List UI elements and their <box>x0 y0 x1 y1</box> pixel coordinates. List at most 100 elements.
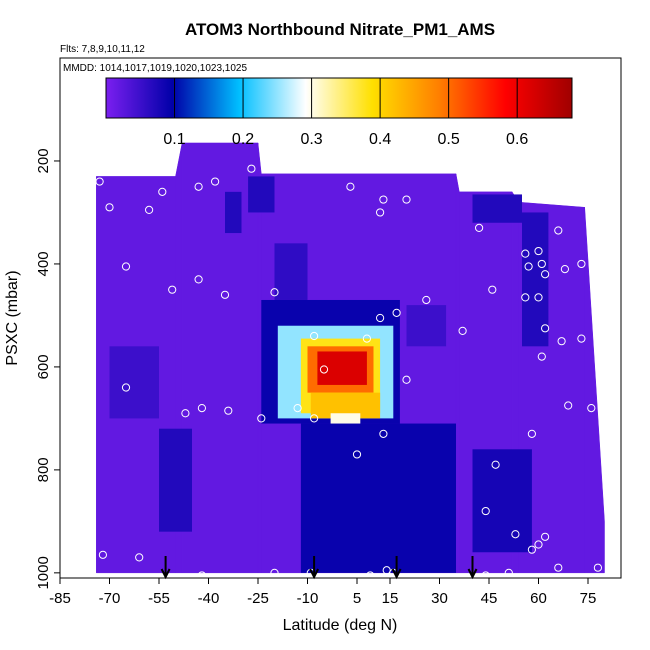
colorbar-tick-label: 0.4 <box>369 131 391 148</box>
sample-point <box>194 182 203 191</box>
sample-point <box>158 187 167 196</box>
colorbar-ticks: 0.1 0.2 0.3 0.4 0.5 0.6 <box>163 78 528 148</box>
sample-point <box>587 403 596 413</box>
sample-point <box>481 571 490 578</box>
sample-point <box>211 573 220 578</box>
y-tick-label: 400 <box>35 251 52 276</box>
sample-point <box>527 429 537 438</box>
colorbar-tick-label: 0.6 <box>506 131 528 148</box>
x-tick-label: -70 <box>99 590 121 607</box>
sample-point <box>521 293 530 302</box>
sample-point <box>220 290 230 299</box>
sample-point <box>98 159 108 168</box>
sample-point <box>98 550 108 559</box>
sample-point <box>352 450 362 459</box>
sample-points <box>72 156 603 587</box>
sample-point <box>593 563 603 572</box>
sample-point <box>458 326 467 335</box>
sample-point <box>382 566 391 575</box>
sample-point <box>402 375 411 384</box>
sample-point <box>121 262 131 271</box>
flights-note: Flts: 7,8,9,10,11,12 <box>60 44 145 55</box>
sample-point <box>310 414 319 423</box>
sample-point <box>422 295 431 305</box>
sample-point <box>491 460 500 469</box>
y-axis-title: PSXC (mbar) <box>4 270 21 365</box>
flight-arrows <box>160 556 478 580</box>
sample-point <box>72 548 81 557</box>
sample-point <box>82 373 91 382</box>
x-tick-label: 15 <box>382 590 399 607</box>
sample-point <box>224 406 233 415</box>
heatmap-cell <box>274 243 308 300</box>
x-tick-label: -55 <box>148 590 170 607</box>
sample-point <box>145 205 154 214</box>
sample-point <box>270 568 279 577</box>
sample-point <box>560 264 570 274</box>
sample-point <box>392 308 401 317</box>
y-tick-label: 1000 <box>35 556 52 589</box>
sample-point <box>197 571 206 578</box>
sample-point <box>475 223 484 233</box>
sample-point <box>72 231 81 240</box>
sample-point <box>247 164 256 173</box>
sample-point <box>270 288 279 297</box>
x-axis: -85 -70 -55 -40 -25 -10 5 15 30 45 60 75 <box>49 578 596 607</box>
x-tick-label: -40 <box>198 590 220 607</box>
sample-point <box>402 195 411 204</box>
sample-point <box>85 228 94 238</box>
sample-point <box>376 313 385 323</box>
sample-point <box>435 573 444 578</box>
colorbar-tick-label: 0.1 <box>163 131 185 148</box>
sample-point <box>554 226 563 235</box>
sample-point <box>95 177 104 186</box>
sample-point <box>456 580 463 587</box>
heatmap-cell <box>248 176 275 213</box>
sample-point <box>541 532 550 541</box>
sample-point <box>524 262 533 271</box>
heatmap-cell <box>522 212 549 347</box>
sample-point <box>379 195 388 204</box>
heatmap-curtain <box>96 142 605 574</box>
sample-point <box>346 182 355 191</box>
sample-point <box>521 249 530 258</box>
sample-point <box>564 401 573 410</box>
colorbar <box>105 77 573 119</box>
heatmap-cell <box>472 194 522 223</box>
heatmap-cell <box>406 305 447 347</box>
sample-point <box>105 203 114 212</box>
sample-point <box>541 270 550 279</box>
sample-point <box>197 403 206 413</box>
sample-point <box>577 334 586 343</box>
sample-point <box>362 334 371 343</box>
sample-point <box>534 246 543 256</box>
sample-point <box>534 293 543 302</box>
flight-arrow-head <box>160 568 171 580</box>
colorbar-tick-label: 0.5 <box>438 131 460 148</box>
sample-point <box>257 414 266 423</box>
sample-point <box>211 177 220 186</box>
sample-point <box>554 563 563 572</box>
heatmap-cell <box>225 191 242 234</box>
heatmap-cell <box>159 428 192 532</box>
colorbar-tick-label: 0.2 <box>232 131 254 148</box>
sample-point <box>234 573 243 578</box>
x-tick-label: 45 <box>481 590 498 607</box>
heatmap-cell <box>317 351 367 385</box>
x-tick-label: -10 <box>297 590 319 607</box>
x-tick-label: 75 <box>580 590 597 607</box>
sample-point <box>366 571 375 578</box>
sample-point <box>376 208 385 217</box>
sample-point <box>79 262 88 271</box>
x-tick-label: 30 <box>431 590 448 607</box>
sample-point <box>313 156 322 166</box>
x-tick-label: -85 <box>49 590 71 607</box>
sample-point <box>488 285 497 294</box>
x-tick-label: 5 <box>353 590 361 607</box>
sample-point <box>194 275 203 284</box>
sample-point <box>504 568 513 577</box>
sample-point <box>122 576 130 578</box>
y-axis: 200 400 600 800 1000 <box>35 148 60 590</box>
flight-arrow-head <box>309 568 319 580</box>
